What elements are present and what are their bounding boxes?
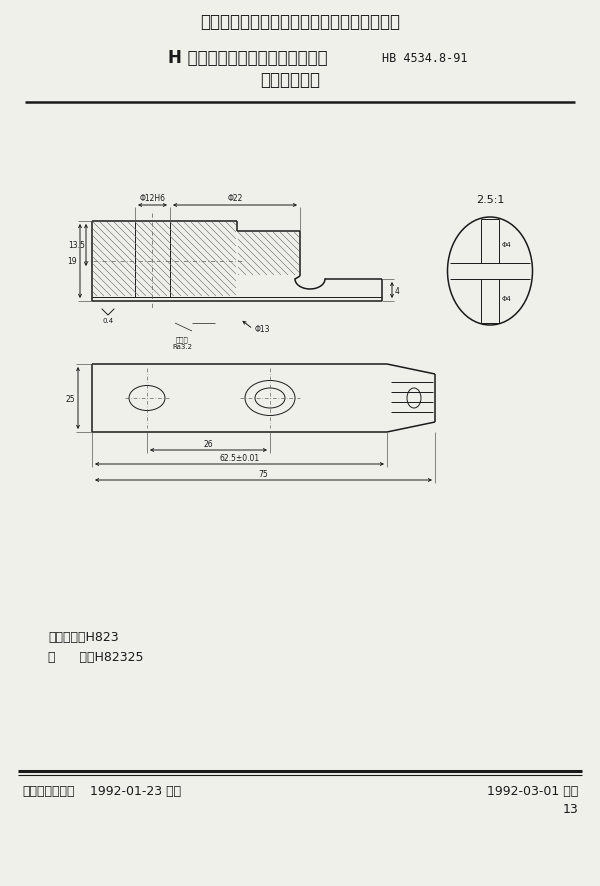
- Text: Φ4: Φ4: [502, 242, 512, 248]
- Text: 4: 4: [395, 286, 400, 295]
- Text: 26: 26: [203, 439, 214, 448]
- Text: 中华人民共和国航空航天工业部航空工业标准: 中华人民共和国航空航天工业部航空工业标准: [200, 13, 400, 31]
- Text: Φ22: Φ22: [227, 194, 242, 203]
- Text: 指形固定钳爪: 指形固定钳爪: [260, 71, 320, 89]
- Text: 粗糙度
Ra3.2: 粗糙度 Ra3.2: [172, 336, 192, 350]
- Text: 75: 75: [259, 470, 268, 478]
- Text: 62.5±0.01: 62.5±0.01: [220, 454, 260, 462]
- Text: 2.5:1: 2.5:1: [476, 195, 504, 205]
- Text: Φ4: Φ4: [502, 296, 512, 301]
- Text: 1992-01-23 发布: 1992-01-23 发布: [86, 785, 182, 797]
- Text: 1992-03-01 实施: 1992-03-01 实施: [487, 785, 578, 797]
- Text: HB 4534.8-91: HB 4534.8-91: [382, 51, 468, 65]
- Text: H 型孔系组合夹具成组定位夹紧件: H 型孔系组合夹具成组定位夹紧件: [168, 49, 328, 67]
- Text: Φ12H6: Φ12H6: [139, 194, 166, 203]
- Text: 分类代号：H823: 分类代号：H823: [48, 631, 119, 644]
- Text: 13: 13: [562, 803, 578, 816]
- Text: 19: 19: [67, 257, 77, 266]
- Text: 25: 25: [65, 394, 75, 403]
- Text: 航空航天工业部: 航空航天工业部: [22, 785, 74, 797]
- Text: 13.5: 13.5: [68, 241, 85, 250]
- Text: 标      记：H82325: 标 记：H82325: [48, 650, 143, 664]
- Text: 0.4: 0.4: [103, 318, 113, 323]
- Text: Φ13: Φ13: [255, 325, 271, 334]
